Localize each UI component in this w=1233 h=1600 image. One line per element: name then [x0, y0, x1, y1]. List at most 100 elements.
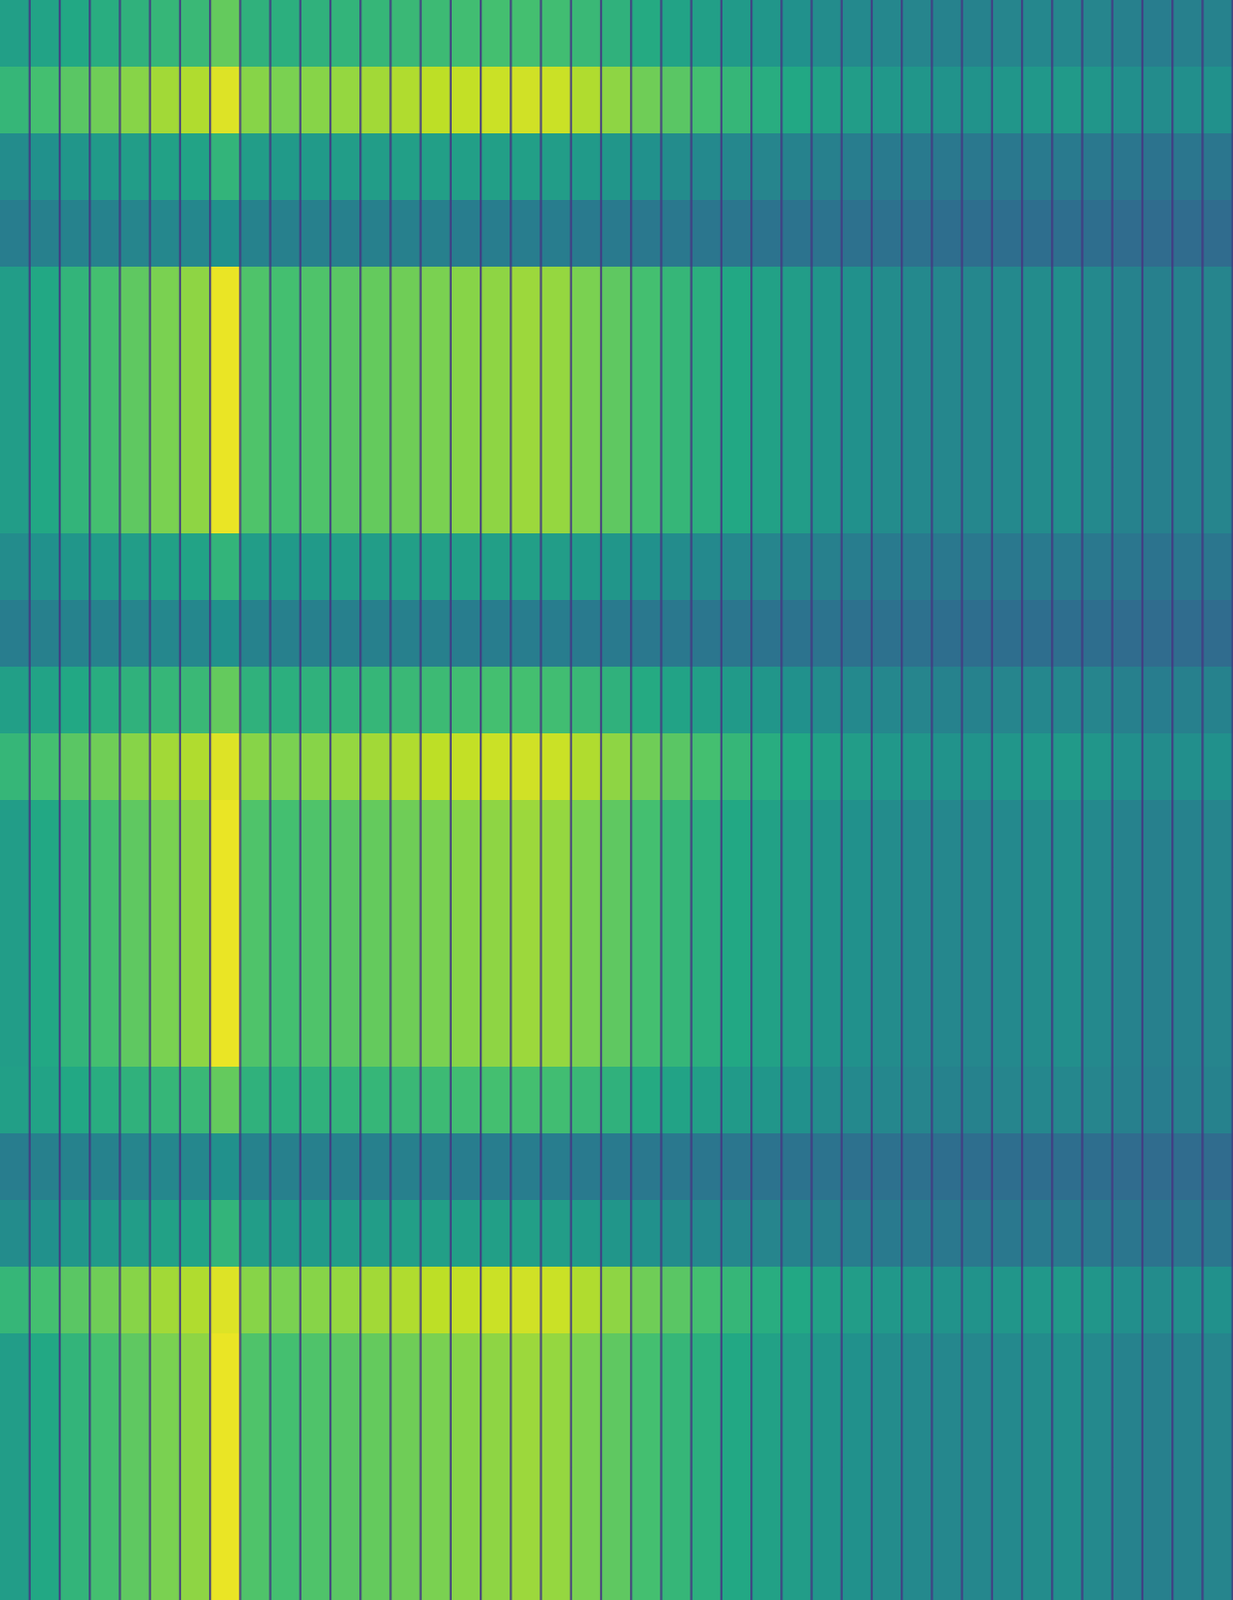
- heat-cell: [361, 466, 393, 535]
- heat-cell: [270, 733, 302, 802]
- separator: [1232, 0, 1233, 1600]
- heat-cell: [992, 200, 1024, 268]
- heat-cell: [330, 866, 362, 935]
- heat-cell: [180, 733, 211, 802]
- heat-cell: [601, 1133, 632, 1202]
- heat-cell: [571, 733, 603, 802]
- heat-cell: [120, 733, 152, 802]
- heat-cell: [751, 1466, 783, 1535]
- heat-cell: [330, 266, 362, 335]
- heat-cell: [180, 933, 211, 1002]
- heat-cell: [962, 666, 994, 735]
- heat-cell: [751, 1533, 783, 1600]
- heat-cell: [481, 1133, 513, 1202]
- separator: [58, 0, 61, 1600]
- heat-cell: [631, 1400, 663, 1468]
- heat-cell: [812, 666, 843, 735]
- heat-cell: [270, 800, 302, 868]
- heat-cell: [871, 66, 903, 135]
- heat-cell: [420, 666, 452, 735]
- heat-cell: [721, 1533, 753, 1600]
- heat-cell: [751, 133, 783, 202]
- heat-cell: [420, 1200, 452, 1268]
- heat-cell: [511, 600, 543, 668]
- heat-cell: [691, 66, 723, 135]
- heat-cell: [330, 733, 362, 802]
- heat-cell: [962, 733, 994, 802]
- separator: [419, 0, 422, 1600]
- heat-cell: [902, 1133, 934, 1202]
- heat-cell: [1022, 733, 1053, 802]
- heat-cell: [1142, 1266, 1174, 1335]
- heat-cell: [59, 666, 91, 735]
- heat-cell: [391, 1133, 422, 1202]
- heat-cell: [450, 933, 482, 1002]
- heat-cell: [150, 133, 182, 202]
- heat-cell: [1173, 733, 1205, 802]
- heat-cell: [661, 200, 693, 268]
- heat-cell: [1082, 1333, 1114, 1402]
- heat-cell: [391, 1266, 422, 1335]
- heat-cell: [782, 1266, 814, 1335]
- heat-cell: [1173, 1066, 1205, 1135]
- heat-cell: [59, 0, 91, 68]
- heat-cell: [691, 666, 723, 735]
- heat-cell: [1022, 1066, 1053, 1135]
- heat-cell: [1022, 866, 1053, 935]
- heat-cell: [1142, 200, 1174, 268]
- heat-cell: [962, 266, 994, 335]
- heat-cell: [1142, 0, 1174, 68]
- heat-cell: [450, 200, 482, 268]
- heat-cell: [240, 866, 272, 935]
- heat-cell: [180, 1066, 211, 1135]
- heat-cell: [992, 1200, 1024, 1268]
- heat-cell: [1112, 1133, 1144, 1202]
- heat-cell: [541, 400, 573, 468]
- heat-cell: [120, 333, 152, 402]
- heat-cell: [29, 333, 61, 402]
- heat-cell: [90, 1000, 122, 1068]
- heat-cell: [391, 533, 422, 602]
- heat-cell: [631, 466, 663, 535]
- heat-cell: [871, 1000, 903, 1068]
- heat-cell: [782, 866, 814, 935]
- separator: [1111, 0, 1114, 1600]
- heat-cell: [841, 733, 873, 802]
- heat-cell: [0, 1000, 31, 1068]
- heat-cell: [871, 1466, 903, 1535]
- heat-cell: [90, 333, 122, 402]
- heat-cell: [240, 1533, 272, 1600]
- heat-cell: [511, 1066, 543, 1135]
- heat-cell: [601, 600, 632, 668]
- heat-cell: [902, 1000, 934, 1068]
- heat-cell: [450, 1400, 482, 1468]
- heat-cell: [992, 1533, 1024, 1600]
- heat-cell: [300, 400, 332, 468]
- heat-cell: [420, 466, 452, 535]
- heat-cell: [812, 1333, 843, 1402]
- heat-cell: [361, 1266, 393, 1335]
- heat-cell: [721, 200, 753, 268]
- heat-cell: [120, 1533, 152, 1600]
- heat-cell: [361, 1066, 393, 1135]
- heat-cell: [361, 866, 393, 935]
- heat-cell: [240, 0, 272, 68]
- heat-cell: [571, 866, 603, 935]
- heat-cell: [0, 800, 31, 868]
- heat-cell: [300, 1133, 332, 1202]
- heat-cell: [90, 1133, 122, 1202]
- heat-cell: [691, 266, 723, 335]
- heat-cell: [841, 466, 873, 535]
- heat-cell: [1052, 1000, 1084, 1068]
- heat-cell: [601, 666, 632, 735]
- heat-cell: [571, 1266, 603, 1335]
- heat-cell: [962, 466, 994, 535]
- heat-cell: [751, 666, 783, 735]
- heat-cell: [391, 1200, 422, 1268]
- heat-cell: [751, 400, 783, 468]
- heat-cell: [631, 1333, 663, 1402]
- heat-cell: [90, 666, 122, 735]
- heat-cell: [1203, 1000, 1233, 1068]
- heat-cell: [992, 1400, 1024, 1468]
- heat-cell: [661, 1066, 693, 1135]
